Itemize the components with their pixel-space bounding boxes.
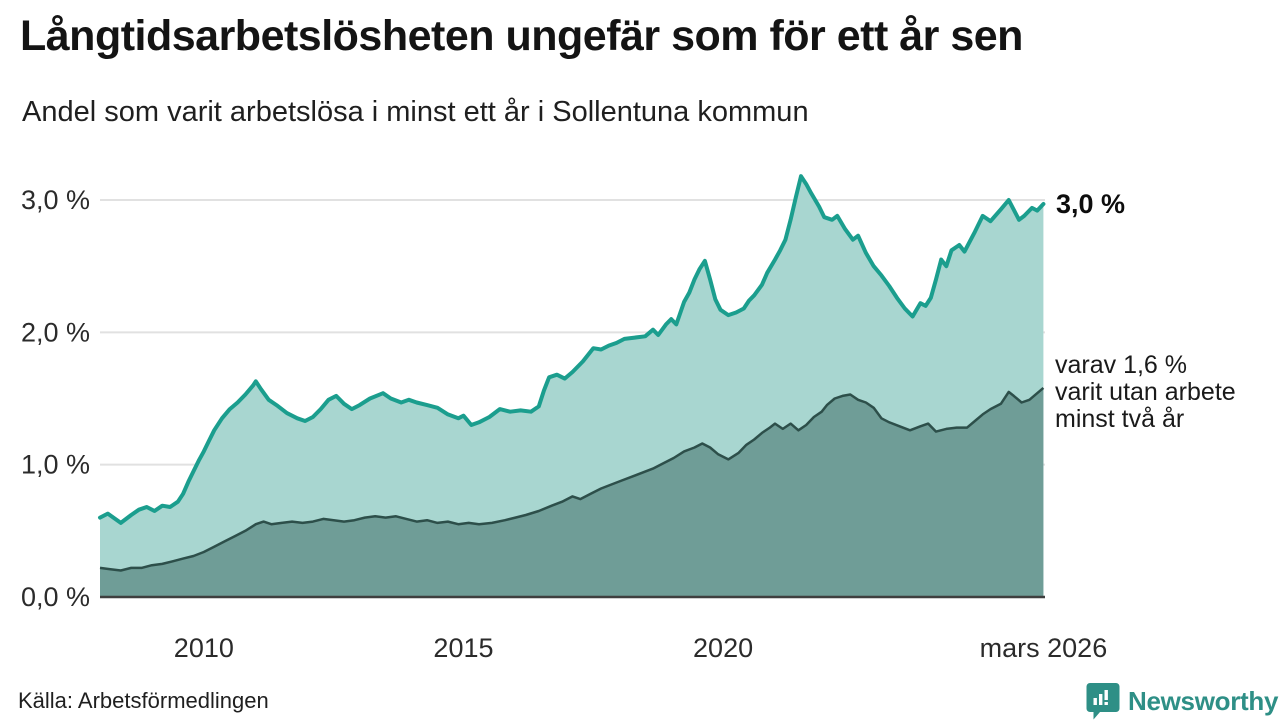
two-year-series-annotation: varav 1,6 % varit utan arbete minst två … (1055, 352, 1236, 433)
annotation-line-1: varav 1,6 % (1055, 351, 1188, 379)
two-year-series-area (100, 387, 1044, 597)
x-tick-label: mars 2026 (980, 633, 1108, 663)
annotation-line-3: minst två år (1055, 405, 1185, 433)
x-tick-label: 2020 (693, 633, 753, 663)
y-tick-label: 2,0 % (21, 317, 90, 347)
y-tick-label: 1,0 % (21, 450, 90, 480)
source-attribution: Källa: Arbetsförmedlingen (18, 688, 269, 713)
total-series-line (98, 174, 1046, 525)
y-tick-label: 0,0 % (21, 582, 90, 612)
annotation-line-2: varit utan arbete (1055, 378, 1236, 406)
newsworthy-logo: Newsworthy (1086, 683, 1279, 720)
page-title: Långtidsarbetslösheten ungefär som för e… (20, 12, 1023, 60)
x-tick-label: 2015 (433, 633, 493, 663)
newsworthy-speech-bubble-bar-chart-icon (1086, 683, 1120, 720)
newsworthy-wordmark: Newsworthy (1128, 685, 1279, 716)
y-tick-label: 3,0 % (21, 185, 90, 215)
two-year-series-line (99, 386, 1045, 572)
x-tick-label: 2010 (174, 633, 234, 663)
chart-subtitle: Andel som varit arbetslösa i minst ett å… (22, 96, 809, 128)
total-series-end-value-label: 3,0 % (1056, 189, 1126, 219)
